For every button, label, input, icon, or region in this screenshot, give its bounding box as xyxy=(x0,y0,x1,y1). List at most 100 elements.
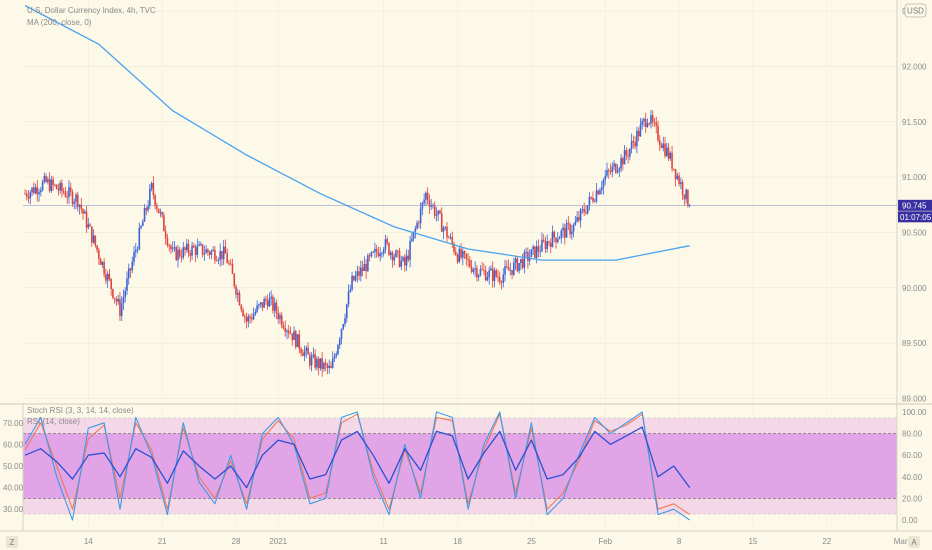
stoch-legend: Stoch RSI (3, 3, 14, 14, close) xyxy=(27,406,134,415)
candle xyxy=(650,110,652,129)
candle xyxy=(662,136,665,152)
candle xyxy=(286,328,288,340)
candle xyxy=(284,320,287,337)
candle xyxy=(542,234,545,243)
candle xyxy=(657,120,659,143)
candle xyxy=(541,232,543,253)
candle xyxy=(562,223,564,239)
candle xyxy=(99,257,102,265)
candle xyxy=(616,164,619,174)
candle xyxy=(435,207,438,222)
candle xyxy=(145,206,148,216)
time-axis[interactable]: 14 21 28 2021 11 18 25 Feb 8 15 22 Mar xyxy=(84,537,908,546)
candle xyxy=(338,336,341,350)
candle xyxy=(251,313,253,323)
candle xyxy=(66,190,68,204)
candle xyxy=(611,162,614,178)
price-tick-label: 90.500 xyxy=(902,228,927,237)
candle xyxy=(382,246,385,257)
candle xyxy=(498,271,501,285)
candle xyxy=(207,248,209,256)
candle xyxy=(551,225,554,248)
candle xyxy=(585,205,587,216)
candle xyxy=(609,163,612,175)
candle xyxy=(353,275,355,282)
candle xyxy=(110,278,112,296)
candle xyxy=(669,151,672,161)
candle xyxy=(113,297,116,304)
candle xyxy=(98,247,100,265)
candle xyxy=(593,198,596,203)
candle xyxy=(112,288,114,300)
candle xyxy=(576,211,578,223)
candle xyxy=(82,208,84,220)
candle xyxy=(418,220,420,229)
candle xyxy=(644,112,647,133)
candle xyxy=(546,234,549,253)
candle xyxy=(477,273,480,282)
time-tick-label: 2021 xyxy=(269,537,287,546)
candle xyxy=(342,323,345,331)
rsi-tick-label: 70.00 xyxy=(3,419,24,428)
candle xyxy=(34,183,37,195)
candle xyxy=(333,353,336,362)
candle xyxy=(564,223,566,245)
candle xyxy=(393,253,396,266)
candle xyxy=(226,248,229,264)
oscillator-axis[interactable]: 100.00 80.00 60.00 40.00 20.00 0.00 xyxy=(902,408,927,525)
candle xyxy=(578,210,580,223)
candle xyxy=(532,244,534,256)
candle xyxy=(184,246,186,256)
candle xyxy=(606,162,608,178)
candle xyxy=(80,197,83,214)
candle xyxy=(208,250,211,259)
candle xyxy=(426,187,429,205)
price-tick-label: 92.000 xyxy=(902,62,927,71)
candle xyxy=(680,177,682,190)
candle xyxy=(147,200,149,213)
auto-scale-button[interactable]: A xyxy=(908,536,920,548)
candle xyxy=(516,256,519,273)
candle xyxy=(265,295,267,305)
candle xyxy=(87,217,90,230)
candle xyxy=(94,235,97,248)
candle xyxy=(48,172,51,193)
candle xyxy=(622,156,624,171)
candle xyxy=(472,267,475,275)
candle xyxy=(437,210,440,221)
candle xyxy=(507,259,510,271)
candle xyxy=(298,329,301,354)
candle xyxy=(534,246,536,260)
candle xyxy=(548,240,550,247)
candle xyxy=(402,255,404,263)
zoom-reset-button[interactable]: Z xyxy=(6,536,18,548)
candle xyxy=(106,271,109,288)
candle xyxy=(476,264,478,282)
candle xyxy=(43,172,46,184)
candle xyxy=(539,245,541,258)
currency-badge[interactable]: USD xyxy=(904,3,927,18)
oscillator-pane[interactable] xyxy=(23,411,897,521)
candle xyxy=(567,216,570,231)
candle xyxy=(168,243,170,252)
candle xyxy=(266,294,269,310)
candle xyxy=(636,126,638,154)
candle xyxy=(428,194,431,214)
candle xyxy=(32,182,35,195)
candle xyxy=(296,334,299,348)
candle xyxy=(347,284,350,308)
ma-200-line xyxy=(24,4,690,261)
candle xyxy=(458,245,461,264)
candle xyxy=(446,222,448,242)
candle xyxy=(486,271,489,282)
candle xyxy=(521,253,524,270)
candle xyxy=(231,258,234,275)
candle xyxy=(300,346,302,357)
candle xyxy=(217,257,220,265)
time-tick-label: 18 xyxy=(453,537,462,546)
candle xyxy=(164,225,167,245)
candle xyxy=(377,246,380,258)
candle xyxy=(142,219,144,227)
candle xyxy=(360,260,362,282)
